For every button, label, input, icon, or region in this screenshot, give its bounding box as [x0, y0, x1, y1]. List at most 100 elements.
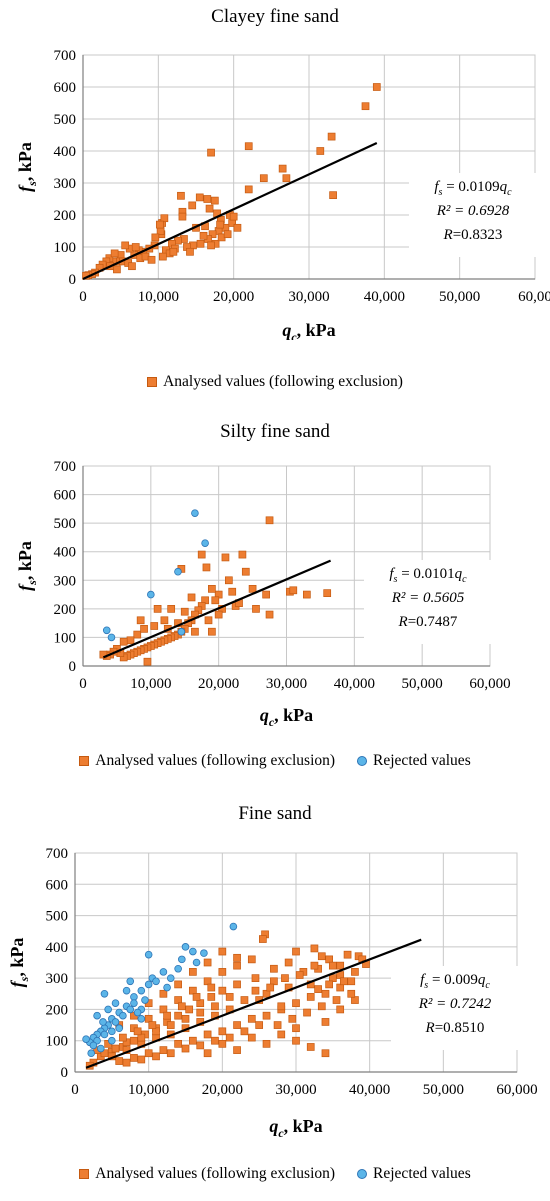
x-tick-label: 0 — [71, 1082, 79, 1098]
r-squared-label: R² = 0.6928 — [436, 203, 510, 219]
analysed-point — [180, 607, 189, 616]
analysed-point — [336, 961, 345, 970]
analysed-point — [203, 195, 212, 203]
analysed-point — [216, 220, 224, 229]
analysed-point — [163, 1011, 171, 1020]
analysed-point — [191, 627, 199, 636]
legend-label: Rejected values — [373, 752, 471, 769]
legend: Analysed values (following exclusion) Re… — [0, 1165, 550, 1183]
analysed-point — [303, 1008, 311, 1017]
analysed-point — [203, 958, 212, 967]
r-label: R=0.8323 — [443, 227, 503, 243]
analysed-point — [156, 227, 165, 235]
y-tick-label: 0 — [69, 272, 77, 288]
rejected-point — [108, 1027, 116, 1036]
y-tick-label: 700 — [54, 48, 77, 64]
legend-entry-rejected: Rejected values — [357, 752, 471, 770]
rejected-point — [126, 977, 135, 986]
y-tick-label: 0 — [69, 659, 77, 675]
analysed-point — [292, 1024, 300, 1033]
analysed-point — [255, 1021, 264, 1029]
legend-label: Analysed values (following exclusion) — [95, 1165, 336, 1182]
equation-background — [364, 560, 494, 644]
y-tick-label: 700 — [54, 459, 77, 475]
legend-square-marker — [147, 377, 158, 387]
analysed-point — [233, 961, 241, 970]
x-tick-label: 50,000 — [423, 1082, 464, 1098]
x-tick-label: 0 — [79, 289, 87, 305]
rejected-point — [147, 590, 155, 599]
x-tick-label: 10,000 — [130, 676, 171, 692]
analysed-point — [160, 616, 169, 625]
scatter-chart-silty: 0 100 200 300 400 500 600 700 0 10,000 20,000 30,00… — [15, 459, 511, 729]
scatter-chart-clayey: 0 100 200 300 400 500 600 700 0 10,000 20,000 30,00… — [15, 48, 550, 340]
analysed-point — [210, 196, 219, 205]
analysed-point — [195, 193, 204, 202]
analysed-point — [151, 233, 160, 242]
analysed-point — [240, 1027, 249, 1036]
x-tick-label: 20,000 — [202, 1082, 243, 1098]
analysed-point — [321, 1018, 330, 1026]
y-tick-label: 200 — [46, 1002, 69, 1018]
analysed-point — [207, 983, 216, 992]
rejected-point — [174, 964, 182, 973]
analysed-point — [169, 247, 178, 256]
analysed-point — [225, 993, 234, 1001]
r-label: R=0.7487 — [398, 614, 458, 630]
y-tick-label: 300 — [54, 573, 77, 589]
rejected-point — [82, 1035, 90, 1043]
analysed-point — [306, 1043, 315, 1051]
rejected-point — [130, 993, 138, 1001]
analysed-point — [340, 977, 348, 986]
trendline — [82, 141, 378, 280]
analysed-point — [119, 1033, 127, 1042]
legend-label: Analysed values (following exclusion) — [95, 752, 336, 769]
y-axis-label: fs, kPa — [7, 938, 31, 988]
trendline-equation: fs = 0.009qc — [420, 972, 490, 991]
x-tick-label: 10,000 — [128, 1082, 169, 1098]
analysed-point — [252, 605, 260, 613]
analysed-point — [204, 616, 213, 625]
legend: Analysed values (following exclusion) — [0, 373, 550, 391]
analysed-point — [343, 950, 352, 959]
analysed-point — [224, 576, 233, 585]
analysed-point — [159, 1046, 168, 1054]
analysed-point — [181, 1014, 190, 1023]
legend-label: Rejected values — [373, 1165, 471, 1182]
analysed-point — [99, 650, 108, 659]
y-tick-label: 500 — [54, 112, 77, 128]
legend-label: Analysed values (following exclusion) — [163, 373, 403, 390]
analysed-point — [207, 241, 215, 250]
y-tick-label: 200 — [54, 208, 77, 224]
analysed-point — [211, 596, 220, 605]
analysed-point — [233, 1046, 241, 1054]
analysed-point — [233, 1021, 241, 1029]
analysed-point — [208, 627, 216, 636]
analysed-point — [196, 1008, 205, 1017]
analysed-point — [310, 944, 319, 953]
analysed-point — [228, 587, 237, 596]
analysed-point — [265, 516, 274, 525]
analysed-point — [247, 1033, 256, 1042]
analysed-point — [207, 993, 216, 1001]
rejected-point — [108, 1036, 116, 1045]
analysed-point — [223, 230, 232, 239]
analysed-point — [148, 1021, 157, 1029]
rejected-point — [177, 627, 186, 636]
x-tick-label: 60,000 — [469, 676, 510, 692]
analysed-point — [166, 1021, 175, 1029]
y-tick-label: 500 — [54, 516, 77, 532]
analysed-point — [119, 637, 128, 646]
y-tick-label: 300 — [46, 971, 69, 987]
analysed-point — [181, 1044, 190, 1053]
analysed-point — [273, 1021, 282, 1029]
x-tick-label: 20,000 — [213, 289, 254, 305]
analysed-point — [177, 1002, 186, 1011]
analysed-point — [186, 247, 194, 256]
rejected-point — [111, 1018, 120, 1026]
rejected-point — [99, 1018, 107, 1026]
analysed-point — [100, 1049, 109, 1058]
rejected-point — [152, 977, 160, 986]
analysed-point — [192, 993, 201, 1001]
rejected-point — [192, 958, 201, 967]
